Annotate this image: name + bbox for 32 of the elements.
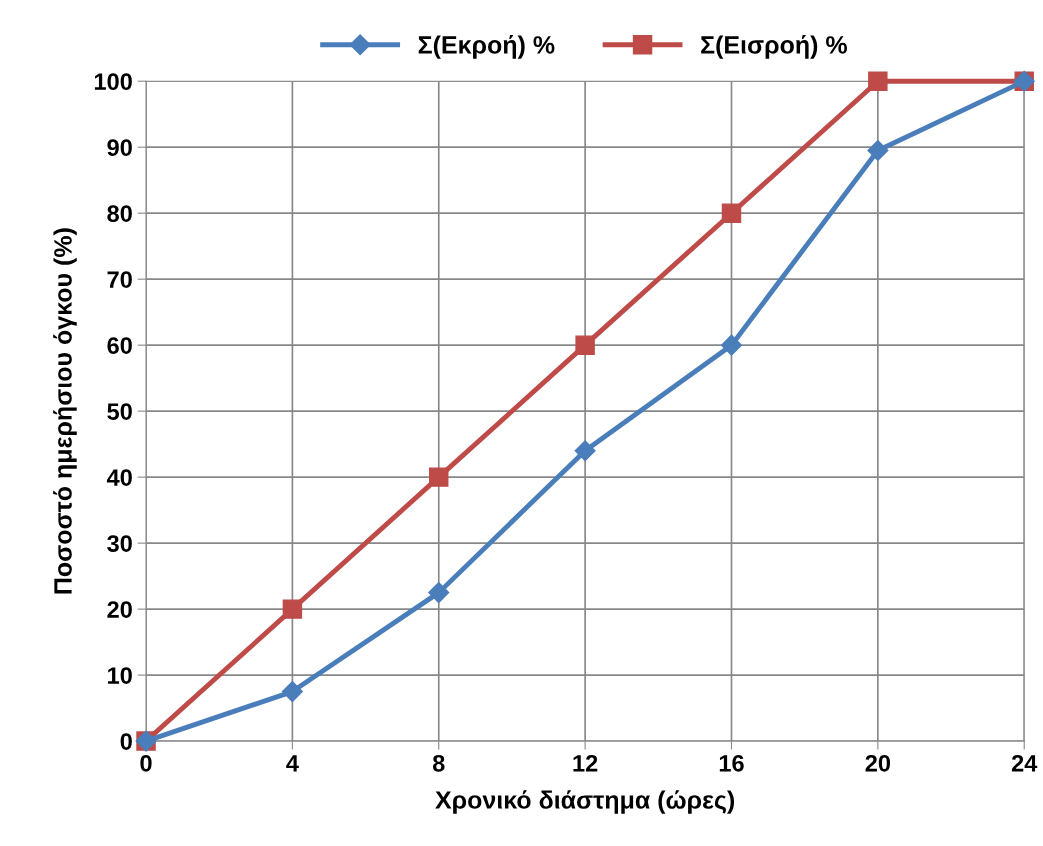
x-axis-title: Χρονικό διάστημα (ώρες) — [435, 790, 735, 814]
y-tick-label: 50 — [107, 403, 132, 420]
point — [429, 467, 449, 487]
y-tick-label: 0 — [120, 733, 132, 750]
y-tick-label: 100 — [94, 73, 132, 90]
point — [721, 203, 742, 223]
x-tick-label: 12 — [573, 754, 598, 772]
y-tick-label: 40 — [106, 469, 132, 486]
legend-label: Σ(Εκροή) % — [418, 35, 555, 59]
x-tick-label: 16 — [719, 754, 744, 772]
point — [575, 335, 595, 355]
x-tick-label: 4 — [286, 755, 299, 772]
x-tick-label: 0 — [140, 754, 152, 772]
point — [867, 139, 889, 162]
x-tick-label: 20 — [865, 754, 891, 772]
y-tick-label: 70 — [107, 271, 132, 288]
y-tick-label: 10 — [108, 667, 132, 684]
point — [868, 71, 888, 91]
point — [574, 440, 596, 462]
x-tick-label: 24 — [1011, 754, 1038, 772]
point — [720, 334, 743, 356]
x-tick-label: 8 — [432, 754, 445, 772]
legend-label: Σ(Εισροή) % — [701, 35, 847, 59]
point — [281, 681, 303, 703]
y-axis-title: Ποσοστό ημερήσιου όγκου (%) — [53, 228, 77, 594]
point — [428, 582, 450, 604]
point — [282, 599, 303, 619]
y-tick-label: 80 — [107, 205, 132, 222]
y-tick-label: 20 — [107, 601, 132, 618]
y-tick-label: 90 — [107, 139, 132, 156]
y-tick-label: 30 — [107, 535, 132, 552]
y-tick-label: 60 — [107, 337, 132, 354]
